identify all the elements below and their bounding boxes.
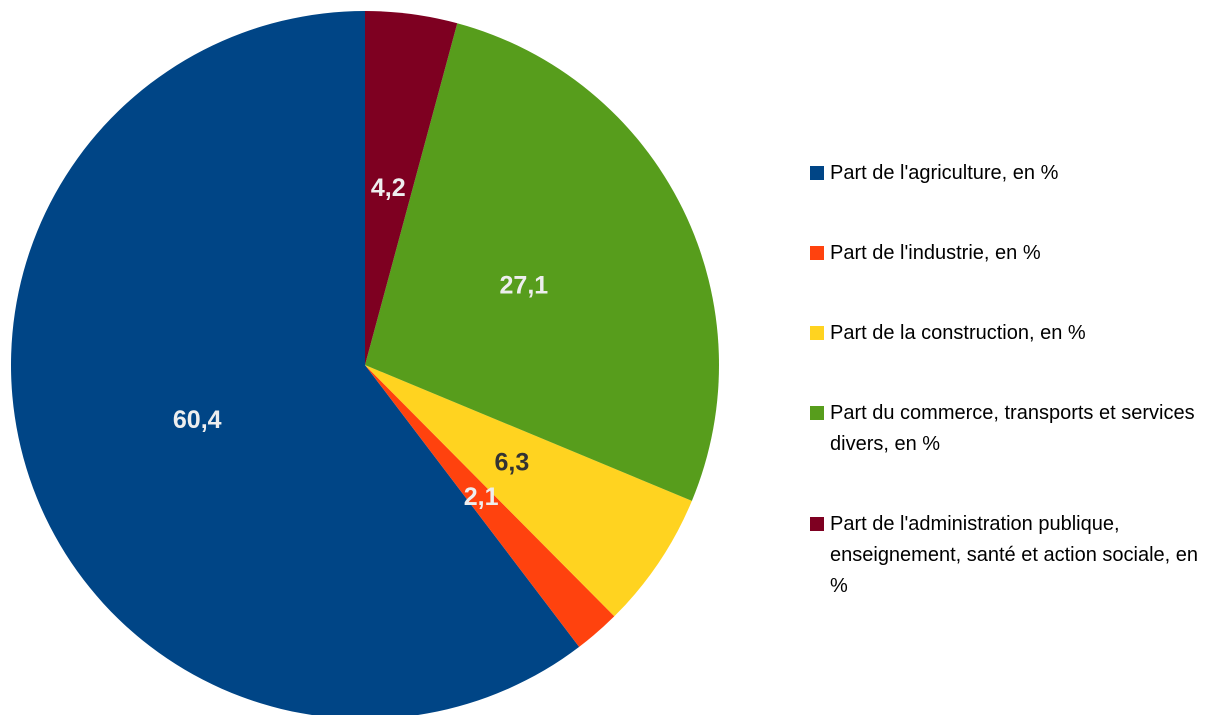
legend-entry: Part du commerce, transports et services…: [810, 398, 1206, 460]
legend-entry: Part de la construction, en %: [810, 318, 1206, 349]
pie-slice: [365, 11, 458, 365]
data-label: 6,3: [495, 448, 530, 476]
legend-swatch: [810, 246, 824, 260]
pie-slice: [11, 11, 580, 715]
legend-entry: Part de l'agriculture, en %: [810, 158, 1206, 189]
legend-label: Part de la construction, en %: [830, 322, 1086, 344]
data-label: 27,1: [500, 272, 549, 300]
legend-label: Part du commerce, transports et services…: [830, 402, 1195, 455]
pie-slice: [365, 365, 615, 647]
legend-entry: Part de l'industrie, en %: [810, 238, 1206, 269]
legend-entry: Part de l'administration publique, ensei…: [810, 509, 1206, 602]
pie-slice: [365, 23, 720, 501]
legend-swatch: [810, 406, 824, 420]
legend-label: Part de l'administration publique, ensei…: [830, 513, 1199, 597]
legend-label: Part de l'agriculture, en %: [830, 162, 1059, 184]
legend: Part de l'agriculture, en % Part de l'ind…: [810, 158, 1206, 602]
data-label: 4,2: [371, 174, 406, 202]
pie-slice: [365, 365, 692, 617]
legend-label: Part de l'industrie, en %: [830, 242, 1041, 264]
data-label: 60,4: [173, 406, 222, 434]
data-label: 2,1: [464, 483, 499, 511]
legend-swatch: [810, 166, 824, 180]
legend-swatch: [810, 326, 824, 340]
legend-swatch: [810, 517, 824, 531]
